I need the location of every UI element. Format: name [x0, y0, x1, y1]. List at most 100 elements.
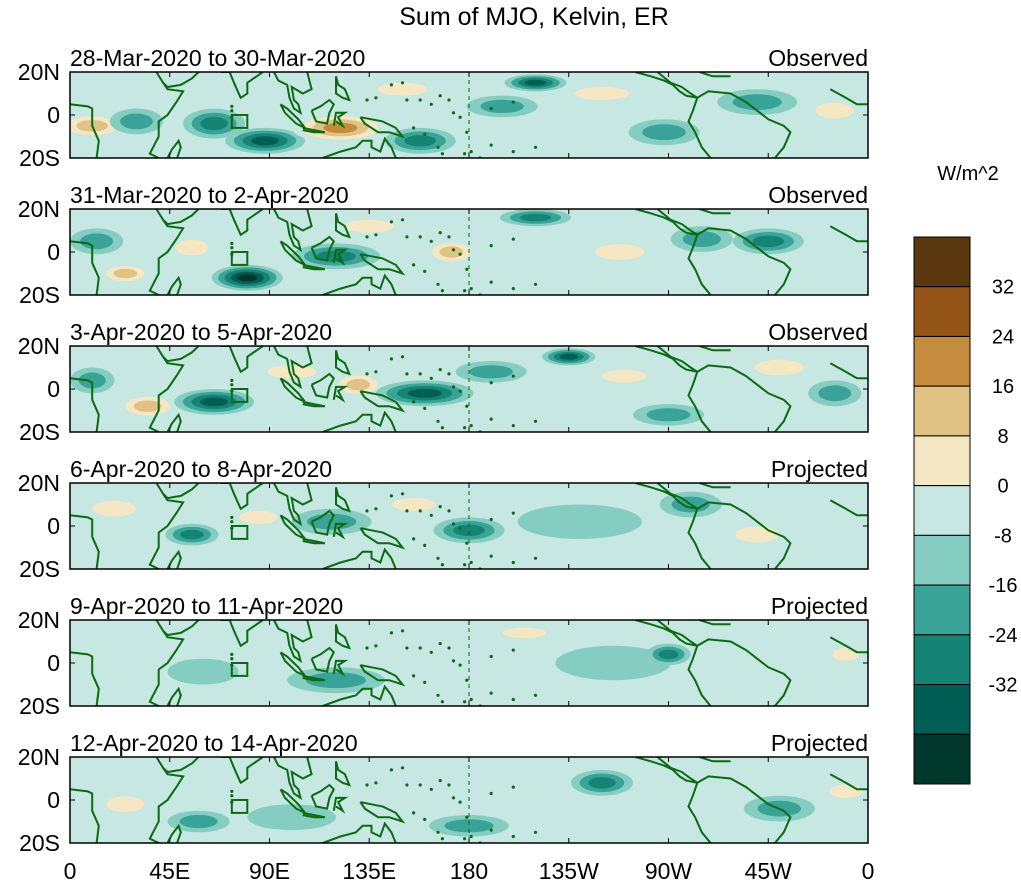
island — [365, 509, 369, 513]
island — [447, 372, 451, 376]
land-outlines — [70, 72, 868, 158]
island — [438, 231, 442, 235]
colorbar-tick-label: 8 — [997, 426, 1008, 448]
new-guinea — [359, 527, 406, 550]
island — [489, 828, 493, 832]
anomaly-feature — [331, 371, 385, 398]
australia-north — [322, 821, 397, 843]
y-tick-label: 20N — [18, 59, 60, 85]
y-tick-label: 20S — [19, 556, 60, 582]
contour-shell — [754, 359, 804, 376]
caribbean — [699, 346, 731, 352]
y-tick-label: 20S — [19, 693, 60, 719]
contour-shell — [732, 94, 782, 110]
island — [451, 111, 456, 115]
anomaly-feature — [750, 650, 831, 676]
anomaly-feature — [167, 810, 230, 833]
y-tick-label: 0 — [47, 239, 60, 265]
anomaly-feature — [455, 361, 527, 383]
africa-coast — [70, 240, 100, 295]
new-guinea — [359, 390, 406, 413]
contour-shell — [803, 495, 866, 522]
contour-shell — [78, 645, 150, 672]
panel-ticks — [69, 71, 869, 159]
island — [447, 509, 451, 513]
island — [447, 783, 451, 787]
caribbean — [699, 72, 731, 78]
java — [302, 811, 326, 819]
contour-shell — [247, 804, 336, 831]
india — [220, 346, 264, 374]
island — [451, 248, 456, 252]
island — [438, 779, 442, 783]
anomaly-feature — [433, 517, 505, 544]
contour-shell — [519, 213, 552, 222]
contour-shell — [133, 400, 162, 412]
contour-shell — [682, 231, 721, 248]
borneo — [310, 235, 336, 262]
contour-shell — [480, 99, 524, 113]
contour-shell — [316, 250, 356, 262]
australia-north — [322, 273, 397, 295]
philippines — [335, 487, 352, 513]
contour-shell — [750, 650, 831, 676]
panel-date-range: 6-Apr-2020 to 8-Apr-2020 — [70, 456, 332, 482]
island — [429, 239, 433, 243]
island — [438, 368, 442, 372]
y-tick-label: 0 — [47, 513, 60, 539]
australia-north — [322, 547, 397, 569]
anomaly-feature — [424, 239, 478, 265]
india — [220, 483, 264, 511]
india — [220, 757, 264, 785]
anomaly-feature — [227, 506, 290, 529]
contour-shell — [469, 365, 513, 379]
arabia — [162, 757, 200, 774]
anomaly-feature — [732, 228, 804, 255]
contour-shell — [642, 124, 686, 141]
x-tick-label: 0 — [862, 858, 875, 884]
indochina — [273, 346, 313, 390]
java — [302, 263, 326, 271]
anomaly-feature — [247, 804, 336, 831]
island — [458, 663, 462, 667]
anomaly-feature — [633, 404, 704, 426]
contour-shell — [391, 497, 436, 512]
land-outlines — [70, 757, 868, 843]
colorbar-tick-label: 32 — [992, 277, 1014, 299]
arabia — [162, 209, 200, 226]
island — [418, 646, 422, 650]
contour-shell — [502, 627, 547, 639]
island — [418, 372, 422, 376]
borneo — [310, 372, 336, 399]
panel-6: 20N 0 20S 12-Apr-2020 to 14-Apr-2020 Project… — [18, 730, 869, 856]
contour-shell — [306, 672, 366, 689]
island — [451, 385, 456, 389]
panel-2: 20N 0 20S 31-Mar-2020 to 2-Apr-2020 Observed — [18, 182, 869, 308]
x-tick-label: 90W — [645, 858, 693, 884]
island — [230, 515, 234, 520]
sulawesi — [332, 659, 349, 677]
island — [489, 691, 493, 695]
island — [429, 102, 433, 106]
anomaly-feature — [542, 348, 596, 366]
anomaly-feature — [739, 354, 820, 381]
marker-box — [230, 114, 249, 129]
contour-shell — [239, 510, 278, 524]
central-america — [635, 346, 698, 373]
marker-box — [230, 251, 249, 266]
indochina — [273, 620, 313, 664]
island — [429, 650, 433, 654]
marker-box — [230, 799, 249, 814]
caribbean — [699, 483, 731, 489]
anomaly-feature — [808, 380, 862, 407]
x-tick-label: 135E — [342, 858, 396, 884]
y-tick-label: 20N — [18, 744, 60, 770]
island — [489, 554, 493, 558]
south-america-west — [687, 97, 712, 158]
contour-shell — [752, 235, 785, 247]
island — [423, 817, 427, 822]
island — [458, 115, 462, 119]
island — [458, 526, 462, 530]
arabia — [162, 72, 200, 89]
colorbar-tick-label: -16 — [989, 575, 1018, 597]
